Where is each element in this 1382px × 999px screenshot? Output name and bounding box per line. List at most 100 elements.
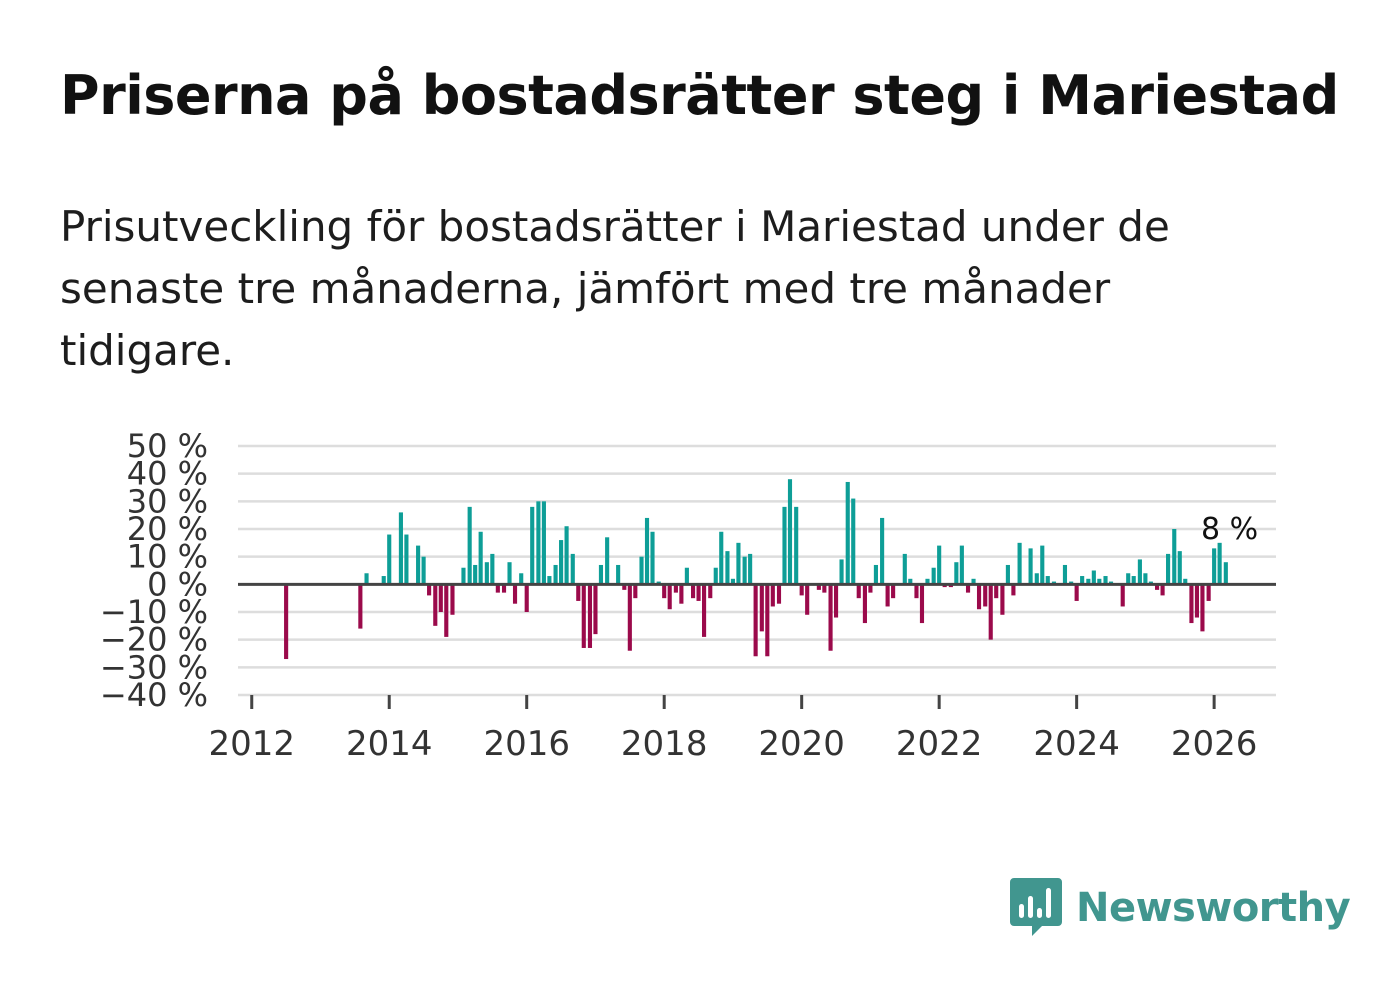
bar (519, 573, 524, 585)
gridlines (238, 444, 1276, 697)
bar (570, 553, 575, 585)
bar (965, 584, 971, 593)
bar (988, 584, 993, 640)
bar (702, 584, 707, 637)
bar (1200, 584, 1205, 632)
bar (1217, 542, 1222, 585)
bar (708, 584, 713, 599)
bar (662, 584, 667, 599)
bar (547, 576, 552, 585)
bar (1097, 578, 1102, 585)
bar-chart-speech-bubble-icon (1010, 878, 1062, 936)
bar (576, 584, 581, 601)
bar (450, 584, 455, 615)
y-tick-label: −20 % (100, 621, 208, 659)
bar (713, 567, 718, 585)
bar (959, 545, 964, 585)
y-tick-label: 40 % (127, 455, 208, 493)
bar (541, 501, 546, 585)
bar (1177, 551, 1182, 585)
bar (673, 584, 678, 593)
bar (444, 584, 449, 637)
bar (1143, 573, 1148, 585)
bar (587, 584, 593, 648)
bar (1062, 564, 1068, 585)
bar (937, 545, 942, 585)
bar (512, 584, 518, 604)
bar (1183, 578, 1188, 585)
bar (839, 559, 844, 585)
bar (983, 584, 988, 607)
bar (914, 584, 919, 599)
bar (1005, 564, 1010, 585)
bar (416, 545, 421, 585)
bar (284, 584, 289, 660)
y-tick-label: 30 % (127, 482, 208, 520)
bar (753, 584, 758, 657)
bar (794, 506, 799, 585)
bar (1017, 542, 1022, 585)
bar (524, 584, 529, 612)
x-tick-label: 2018 (621, 724, 708, 764)
bar (559, 540, 564, 585)
bar (461, 567, 466, 585)
bar (736, 542, 741, 585)
bar (530, 506, 535, 585)
y-tick-label: −40 % (100, 676, 208, 714)
axis-labels: −40 %−30 %−20 %−10 %0 %10 %20 %30 %40 %5… (100, 427, 1258, 764)
bar (1080, 576, 1085, 585)
bar (719, 531, 724, 585)
bar (598, 564, 604, 585)
bar (478, 531, 483, 585)
bar (919, 584, 925, 624)
bar (845, 481, 850, 585)
bar (765, 584, 770, 657)
bar (644, 517, 650, 585)
bar (868, 584, 873, 593)
bar (364, 573, 369, 585)
chart-title: Priserna på bostadsrätter steg i Mariest… (60, 64, 1339, 127)
bar (564, 526, 569, 585)
bar (1074, 584, 1079, 601)
bar (622, 584, 627, 590)
bar (862, 584, 867, 624)
latest-value-annotation: 8 % (1201, 512, 1258, 547)
y-tick-label: −30 % (100, 648, 208, 686)
bar (536, 501, 541, 585)
y-tick-label: 0 % (147, 565, 208, 603)
bar (908, 578, 913, 585)
bar (507, 562, 512, 585)
bar (427, 584, 432, 596)
bar (473, 564, 478, 585)
brand-name: Newsworthy (1076, 885, 1351, 931)
y-tick-label: 10 % (127, 538, 208, 576)
bar (1011, 584, 1016, 596)
x-tick-label: 2024 (1033, 724, 1120, 764)
bar (828, 584, 833, 651)
bar (381, 576, 386, 585)
bar (925, 578, 930, 585)
bar (822, 584, 827, 593)
x-tick-label: 2020 (758, 724, 845, 764)
x-tick-label: 2014 (346, 724, 433, 764)
bar (1160, 584, 1165, 596)
bar (799, 584, 804, 596)
bar (1028, 548, 1033, 585)
bar (725, 551, 730, 585)
bar (679, 584, 684, 604)
bar (856, 584, 861, 599)
bar (782, 506, 787, 585)
bar (954, 562, 959, 585)
bar (1155, 584, 1160, 590)
bar (748, 553, 753, 585)
bar (873, 564, 878, 585)
bar (639, 556, 644, 585)
bar (1223, 562, 1228, 585)
bar (650, 531, 655, 585)
bar (902, 553, 907, 585)
bar (976, 584, 982, 610)
bar (438, 584, 443, 612)
axes (238, 582, 1276, 709)
bar (495, 584, 500, 593)
